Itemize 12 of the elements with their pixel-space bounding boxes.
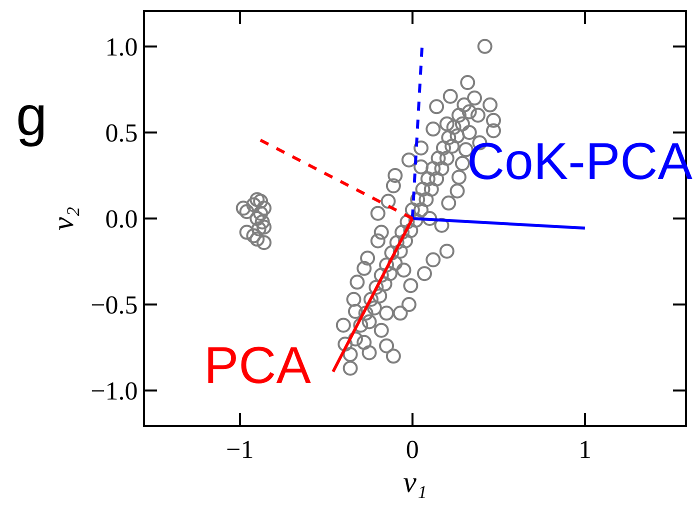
x-tick-label: −1 [226,435,254,464]
x-axis-title: v₁ [403,466,427,500]
y-axis-title: v₂ [47,206,80,230]
y-tick-label: 0.0 [105,204,138,234]
x-tick-label: 0 [406,435,419,464]
y-tick-label: 1.0 [105,32,138,62]
x-tick-label: 1 [578,435,592,464]
y-tick-label: 0.5 [105,118,138,148]
y-tick-label: −1.0 [90,376,138,406]
text: g [16,84,48,147]
y-tick-label: −0.5 [90,290,138,320]
series-label: PCA [204,337,312,395]
